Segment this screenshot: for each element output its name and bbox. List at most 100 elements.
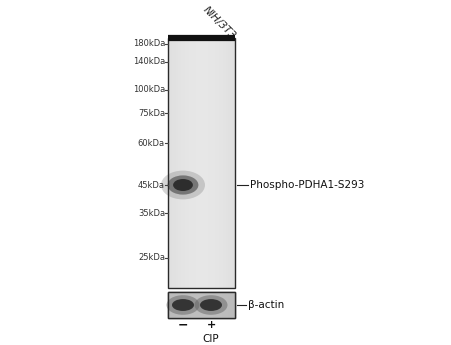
Bar xyxy=(171,292,172,318)
Text: 100kDa: 100kDa xyxy=(133,86,165,95)
Bar xyxy=(202,292,204,318)
Bar xyxy=(186,38,187,288)
Text: 140kDa: 140kDa xyxy=(133,58,165,67)
Bar xyxy=(184,292,185,318)
Text: 35kDa: 35kDa xyxy=(138,208,165,217)
Bar xyxy=(218,292,219,318)
Bar xyxy=(189,38,190,288)
Bar xyxy=(185,38,186,288)
Bar xyxy=(168,292,235,318)
Bar xyxy=(208,38,209,288)
Bar xyxy=(177,38,178,288)
Bar xyxy=(178,38,179,288)
Bar xyxy=(205,38,206,288)
Bar xyxy=(170,38,171,288)
Bar xyxy=(193,292,195,318)
Bar xyxy=(198,292,199,318)
Bar xyxy=(232,38,233,288)
Bar xyxy=(168,38,169,288)
Bar xyxy=(213,292,214,318)
Bar xyxy=(196,38,197,288)
Bar xyxy=(174,292,175,318)
Bar xyxy=(212,292,213,318)
Bar xyxy=(170,292,171,318)
Text: +: + xyxy=(207,320,216,330)
Bar xyxy=(228,292,230,318)
Bar xyxy=(188,38,189,288)
Bar xyxy=(172,38,174,288)
Bar xyxy=(189,292,190,318)
Bar xyxy=(179,292,180,318)
Bar xyxy=(195,38,196,288)
Bar xyxy=(171,38,172,288)
Bar xyxy=(214,38,215,288)
Text: β-actin: β-actin xyxy=(248,300,284,310)
Bar xyxy=(204,292,205,318)
Ellipse shape xyxy=(194,295,227,315)
Bar xyxy=(217,292,218,318)
Ellipse shape xyxy=(161,170,205,199)
Bar xyxy=(226,38,227,288)
Bar xyxy=(224,38,225,288)
Bar xyxy=(196,292,197,318)
Bar xyxy=(233,292,234,318)
Bar xyxy=(172,292,174,318)
Bar xyxy=(216,292,217,318)
Bar xyxy=(176,38,177,288)
Bar xyxy=(221,38,223,288)
Bar xyxy=(234,292,235,318)
Ellipse shape xyxy=(166,295,199,315)
Bar xyxy=(183,38,184,288)
Ellipse shape xyxy=(173,179,193,191)
Bar xyxy=(209,292,211,318)
Bar xyxy=(185,292,186,318)
Bar xyxy=(207,292,208,318)
Bar xyxy=(181,292,183,318)
Bar xyxy=(227,292,228,318)
Bar xyxy=(180,292,181,318)
Text: NIH/3T3: NIH/3T3 xyxy=(201,5,238,41)
Bar xyxy=(178,292,179,318)
Bar xyxy=(169,38,170,288)
Text: 60kDa: 60kDa xyxy=(138,138,165,148)
Ellipse shape xyxy=(200,299,222,311)
Bar xyxy=(187,38,188,288)
Bar xyxy=(206,38,207,288)
Bar xyxy=(208,292,209,318)
Bar xyxy=(206,292,207,318)
Bar xyxy=(183,292,184,318)
Text: 45kDa: 45kDa xyxy=(138,180,165,189)
Bar xyxy=(184,38,185,288)
Bar xyxy=(207,38,208,288)
Bar xyxy=(225,292,226,318)
Bar xyxy=(204,38,205,288)
Bar xyxy=(213,38,214,288)
Bar xyxy=(187,292,188,318)
Bar xyxy=(179,38,180,288)
Bar xyxy=(176,292,177,318)
Bar xyxy=(200,292,202,318)
Ellipse shape xyxy=(168,175,198,195)
Bar xyxy=(217,38,218,288)
Bar xyxy=(190,38,192,288)
Bar xyxy=(230,292,232,318)
Bar xyxy=(230,38,232,288)
Bar xyxy=(205,292,206,318)
Bar xyxy=(214,292,215,318)
Bar xyxy=(212,38,213,288)
Bar xyxy=(198,38,199,288)
Bar xyxy=(216,38,217,288)
Bar xyxy=(211,38,212,288)
Bar xyxy=(202,38,204,288)
Bar xyxy=(197,38,198,288)
Bar xyxy=(190,292,192,318)
Bar xyxy=(169,292,170,318)
Bar xyxy=(223,292,224,318)
Bar xyxy=(219,38,221,288)
Bar xyxy=(192,38,193,288)
Text: 180kDa: 180kDa xyxy=(133,39,165,49)
Bar xyxy=(168,292,235,318)
Text: −: − xyxy=(178,318,188,332)
Bar xyxy=(180,38,181,288)
Bar xyxy=(234,38,235,288)
